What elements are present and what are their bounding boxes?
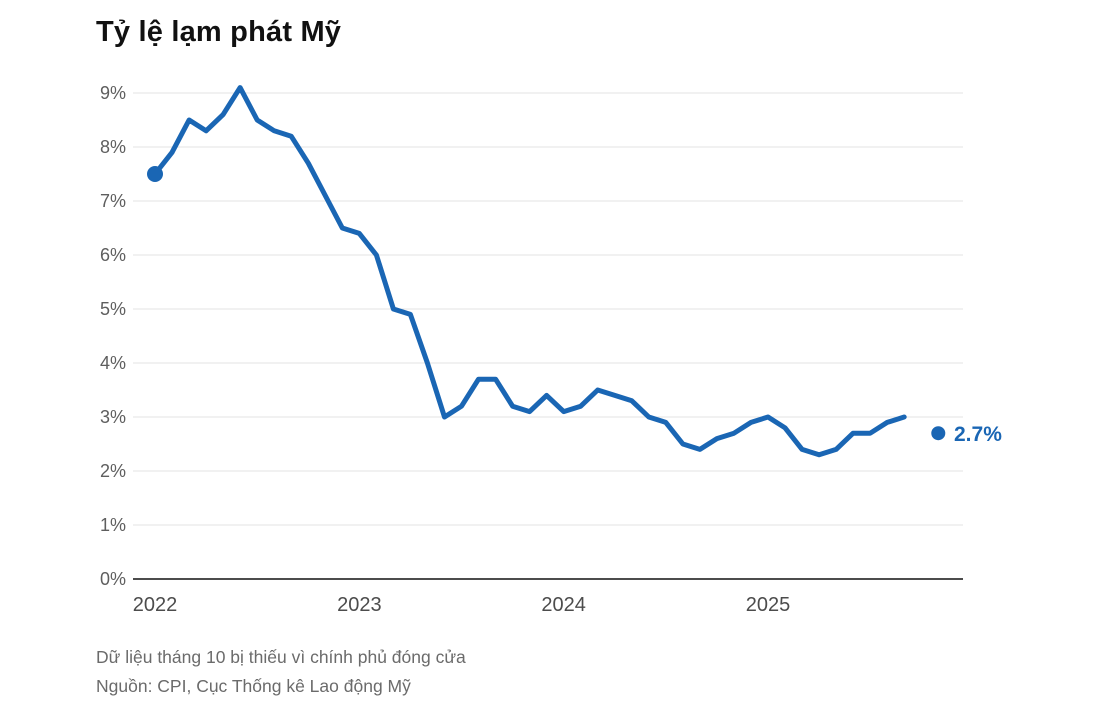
y-tick-label: 8%: [100, 137, 126, 157]
chart-source: Nguồn: CPI, Cục Thống kê Lao động Mỹ: [96, 676, 411, 696]
y-tick-label: 4%: [100, 353, 126, 373]
x-axis-tick-labels: 2022 2023 2024 2025: [133, 594, 791, 616]
chart-footnote: Dữ liệu tháng 10 bị thiếu vì chính phủ đ…: [96, 647, 466, 667]
series-layer: [147, 85, 946, 458]
y-tick-label: 1%: [100, 515, 126, 535]
y-axis-tick-labels: 0% 1% 2% 3% 4% 5% 6% 7% 8% 9%: [100, 83, 126, 589]
x-tick-label: 2023: [337, 594, 382, 616]
y-tick-label: 7%: [100, 191, 126, 211]
x-tick-label: 2022: [133, 594, 178, 616]
y-tick-label: 9%: [100, 83, 126, 103]
y-tick-label: 3%: [100, 407, 126, 427]
end-point-value-label: 2.7%: [954, 423, 1002, 446]
x-tick-label: 2025: [746, 594, 791, 616]
end-point-dot: [931, 426, 946, 441]
x-tick-label: 2024: [541, 594, 586, 616]
chart-footer: Dữ liệu tháng 10 bị thiếu vì chính phủ đ…: [96, 643, 466, 701]
gridlines: [133, 92, 963, 580]
y-tick-label: 5%: [100, 299, 126, 319]
inflation-line: [152, 85, 907, 458]
y-tick-label: 2%: [100, 461, 126, 481]
chart-title: Tỷ lệ lạm phát Mỹ: [96, 16, 342, 48]
start-point-dot: [147, 166, 163, 182]
y-tick-label: 0%: [100, 569, 126, 589]
y-tick-label: 6%: [100, 245, 126, 265]
